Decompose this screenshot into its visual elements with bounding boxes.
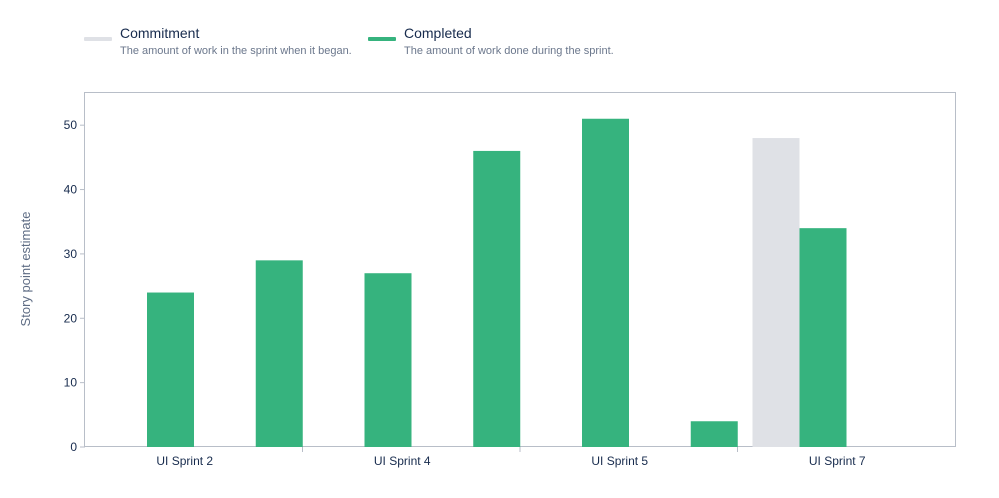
- x-axis: UI Sprint 2 UI Sprint 4 UI Sprint 5 UI Spri…: [156, 447, 866, 468]
- bar-completed[interactable]: [147, 292, 194, 447]
- y-tick-label: 10: [64, 376, 78, 390]
- x-tick-label: UI Sprint 4: [374, 454, 431, 468]
- y-tick-label: 0: [70, 440, 77, 454]
- y-axis: 0 10 20 30 40 50: [64, 118, 85, 454]
- bar-commitment[interactable]: [752, 138, 800, 447]
- bar-completed[interactable]: [690, 421, 738, 447]
- y-tick-label: 40: [64, 183, 78, 197]
- legend-item-commitment[interactable]: Commitment The amount of work in the spr…: [84, 24, 352, 58]
- chart-legend: Commitment The amount of work in the spr…: [84, 24, 668, 58]
- completed-swatch: [368, 37, 396, 41]
- x-tick-label: UI Sprint 5: [591, 454, 648, 468]
- x-tick-label: UI Sprint 7: [809, 454, 866, 468]
- y-tick-label: 20: [64, 311, 78, 325]
- y-tick-label: 30: [64, 247, 78, 261]
- bar-completed[interactable]: [255, 260, 303, 447]
- legend-completed-title: Completed: [404, 25, 472, 41]
- bar-completed[interactable]: [799, 228, 847, 447]
- bar-completed[interactable]: [473, 150, 521, 447]
- legend-commitment-description: The amount of work in the sprint when it…: [120, 45, 352, 57]
- x-tick-label: UI Sprint 2: [156, 454, 213, 468]
- legend-commitment-title: Commitment: [120, 25, 200, 41]
- legend-item-completed[interactable]: Completed The amount of work done during…: [368, 24, 668, 58]
- bar-completed[interactable]: [364, 273, 412, 447]
- bar-completed[interactable]: [582, 118, 629, 447]
- commitment-swatch: [84, 37, 112, 41]
- bars-group: [147, 118, 847, 447]
- y-axis-title: Story point estimate: [18, 212, 33, 327]
- legend-completed-description: The amount of work done during the sprin…: [404, 45, 614, 57]
- y-tick-label: 50: [64, 118, 78, 132]
